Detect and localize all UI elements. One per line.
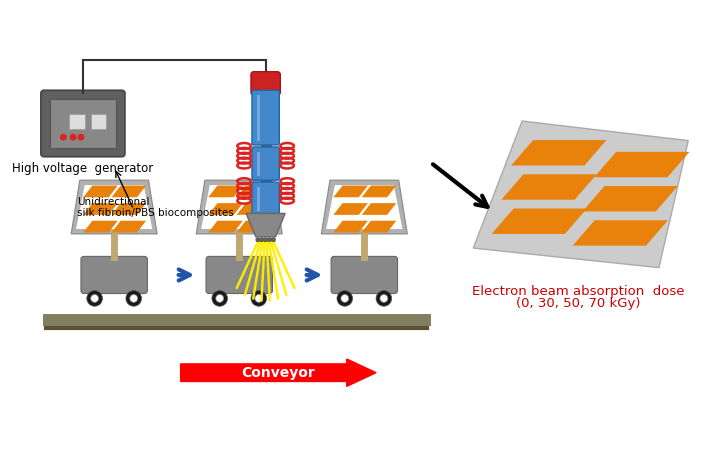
Polygon shape [208,185,243,197]
Circle shape [264,238,267,242]
Polygon shape [333,203,368,215]
FancyBboxPatch shape [252,147,279,180]
FancyArrow shape [181,359,376,386]
Circle shape [256,238,260,242]
FancyBboxPatch shape [252,182,279,215]
Polygon shape [236,185,271,197]
Text: Conveyor: Conveyor [242,366,315,380]
FancyBboxPatch shape [41,90,125,157]
Polygon shape [322,180,407,234]
Circle shape [272,238,275,242]
Circle shape [341,295,349,302]
FancyBboxPatch shape [251,72,280,95]
Polygon shape [501,174,597,200]
Polygon shape [83,203,118,215]
Polygon shape [594,152,689,177]
FancyBboxPatch shape [331,256,397,294]
Polygon shape [208,221,243,232]
Polygon shape [83,185,118,197]
Bar [91,114,107,130]
Polygon shape [333,221,368,232]
Polygon shape [196,180,282,234]
Bar [50,99,116,148]
Text: High voltage  generator: High voltage generator [12,162,154,175]
Polygon shape [201,185,278,229]
Polygon shape [333,185,368,197]
FancyBboxPatch shape [252,90,279,145]
Polygon shape [362,203,397,215]
Text: (0, 30, 50, 70 kGy): (0, 30, 50, 70 kGy) [516,297,640,310]
Polygon shape [362,185,397,197]
Circle shape [267,238,272,242]
Circle shape [380,295,388,302]
Polygon shape [208,203,243,215]
Polygon shape [112,203,146,215]
Circle shape [78,134,84,141]
Polygon shape [511,140,606,165]
Circle shape [70,134,76,141]
Polygon shape [326,185,402,229]
Circle shape [87,290,102,306]
FancyBboxPatch shape [81,256,147,294]
Text: Electron beam absorption  dose: Electron beam absorption dose [472,285,684,298]
Circle shape [337,290,353,306]
Circle shape [60,134,67,141]
Circle shape [376,290,392,306]
Circle shape [91,295,99,302]
Polygon shape [83,221,118,232]
FancyBboxPatch shape [206,256,273,294]
Text: silk fibroin/PBS biocomposites: silk fibroin/PBS biocomposites [77,207,234,218]
Polygon shape [492,208,587,234]
Polygon shape [112,221,146,232]
Polygon shape [71,180,157,234]
Polygon shape [112,185,146,197]
Circle shape [212,290,228,306]
Text: Unidirectional: Unidirectional [77,197,149,207]
Polygon shape [583,186,678,212]
Polygon shape [76,185,152,229]
Polygon shape [473,121,689,268]
Circle shape [255,295,262,302]
Circle shape [130,295,138,302]
Polygon shape [362,221,397,232]
Circle shape [216,295,224,302]
Circle shape [126,290,141,306]
Polygon shape [236,221,271,232]
Polygon shape [246,213,286,237]
Circle shape [260,238,264,242]
Polygon shape [236,203,271,215]
Circle shape [251,290,267,306]
Polygon shape [572,220,668,246]
Bar [69,114,85,130]
